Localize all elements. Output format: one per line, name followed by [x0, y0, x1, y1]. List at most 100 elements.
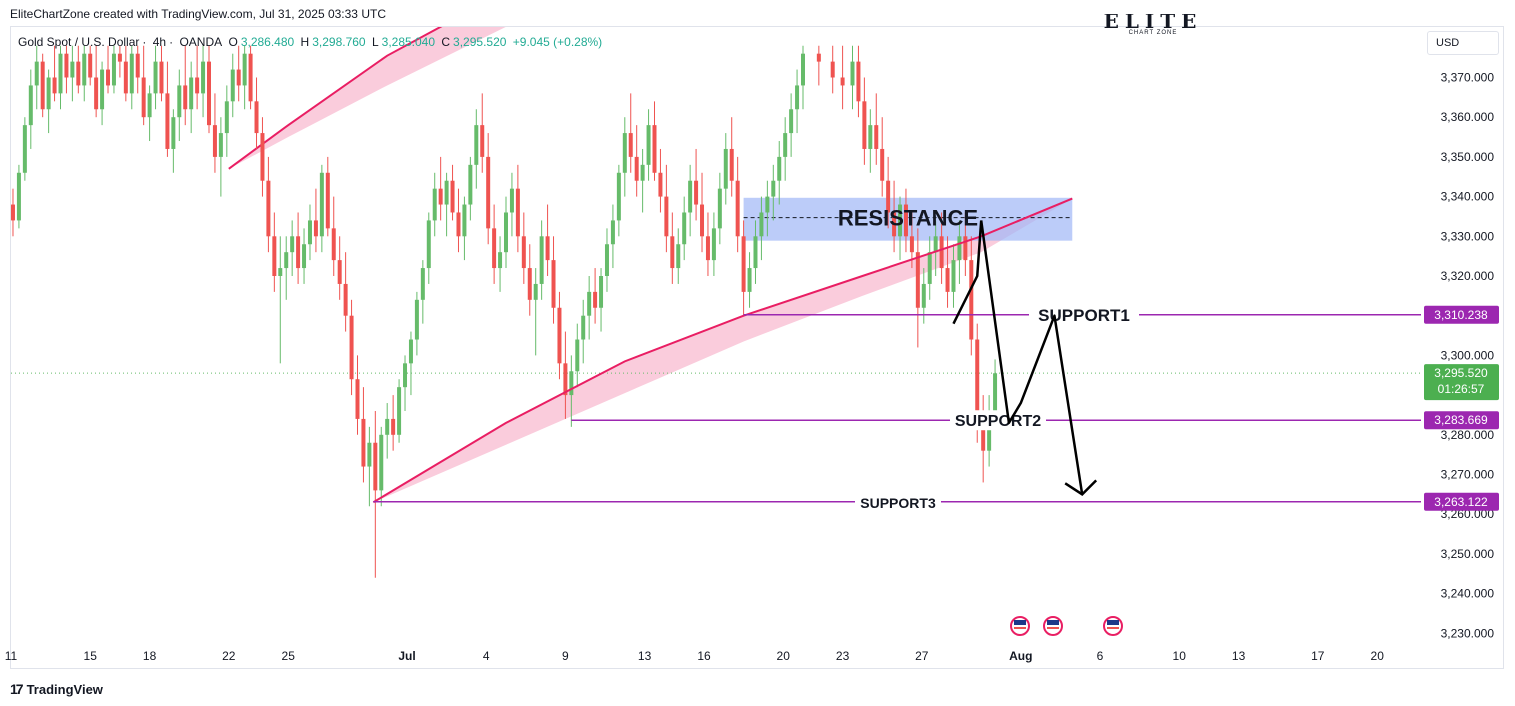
- candle-body-154: [939, 236, 944, 269]
- candle-body-48: [284, 252, 289, 269]
- tradingview-logo-text: TradingView: [26, 681, 103, 697]
- candle-body-79: [468, 164, 473, 205]
- candle-body-44: [260, 133, 265, 181]
- candle-body-42: [248, 53, 253, 102]
- candle-body-81: [480, 125, 485, 157]
- x-tick-10: 20: [777, 649, 791, 663]
- candle-body-90: [533, 283, 538, 300]
- candle-body-136: [816, 53, 821, 62]
- high-label: H: [300, 35, 310, 49]
- support-price-tag-text-2: 3,283.669: [1434, 413, 1488, 427]
- candle-body-71: [420, 268, 425, 300]
- candle-body-99: [587, 291, 592, 316]
- candle-body-142: [868, 125, 873, 149]
- candle-body-32: [189, 77, 194, 110]
- open-label: O: [228, 35, 238, 49]
- candle-body-28: [165, 93, 170, 149]
- support-label-3: SUPPORT3: [860, 495, 936, 511]
- low-value: 3,285.040: [381, 35, 436, 49]
- candle-body-115: [682, 212, 687, 245]
- candle-body-152: [927, 252, 932, 284]
- candle-body-25: [147, 93, 152, 118]
- candle-body-131: [777, 156, 782, 181]
- candle-body-1: [5, 205, 9, 229]
- x-tick-15: 10: [1173, 649, 1187, 663]
- candle-body-3: [16, 172, 21, 221]
- tradingview-mark-icon: 17: [10, 681, 24, 697]
- close-label: C: [441, 35, 451, 49]
- candle-body-153: [933, 236, 938, 253]
- candle-body-30: [177, 85, 182, 118]
- candle-body-57: [337, 260, 342, 284]
- currency-selector[interactable]: USD: [1427, 31, 1499, 55]
- x-tick-1: 15: [84, 649, 98, 663]
- symbol-legend: Gold Spot / U.S. Dollar · 4h · OANDA O 3,28…: [18, 35, 603, 49]
- chart-frame[interactable]: [10, 26, 1504, 669]
- candle-body-149: [909, 236, 914, 253]
- candle-body-148: [903, 204, 908, 237]
- support-label-2: SUPPORT2: [955, 413, 1041, 430]
- tradingview-logo[interactable]: 17 TradingView: [10, 681, 103, 697]
- candle-body-45: [266, 180, 271, 237]
- candle-body-67: [397, 387, 402, 435]
- candle-body-52: [307, 220, 312, 245]
- candle-body-12: [70, 61, 75, 78]
- candle-body-127: [753, 236, 758, 269]
- support-price-tag-1: [1424, 305, 1499, 324]
- candle-body-19: [111, 53, 116, 86]
- candle-body-139: [850, 61, 855, 86]
- support-price-tag-2: [1424, 411, 1499, 430]
- candle-body-141: [862, 101, 867, 149]
- support-label-bg-2: [950, 410, 1046, 431]
- open-value: 3,286.480: [240, 35, 295, 49]
- y-tick-10: 3,250.000: [1441, 547, 1495, 561]
- candle-body-27: [159, 61, 164, 94]
- chart-attribution: EliteChartZone created with TradingView.…: [10, 7, 386, 21]
- support-label-1: SUPPORT1: [1038, 306, 1130, 325]
- y-tick-12: 3,230.000: [1441, 626, 1495, 640]
- candle-body-53: [313, 220, 318, 237]
- candle-body-16: [94, 77, 99, 110]
- y-tick-3: 3,340.000: [1441, 190, 1495, 204]
- x-tick-5: Jul: [398, 649, 415, 663]
- candle-body-62: [367, 442, 372, 467]
- candle-body-157: [957, 236, 962, 261]
- candle-body-135: [801, 53, 805, 86]
- candle-body-103: [610, 220, 615, 245]
- support-price-tag-text-3: 3,263.122: [1434, 495, 1488, 509]
- candle-body-58: [343, 283, 348, 316]
- candle-body-40: [236, 69, 241, 86]
- y-tick-6: 3,300.000: [1441, 348, 1495, 362]
- candle-body-93: [551, 260, 556, 308]
- candle-body-69: [408, 339, 413, 364]
- candle-body-156: [951, 260, 956, 292]
- candle-body-2: [11, 204, 15, 221]
- candle-body-4: [22, 125, 27, 173]
- candle-body-47: [278, 268, 283, 276]
- candle-body-110: [652, 125, 657, 173]
- candle-body-29: [171, 117, 176, 149]
- candle-body-64: [379, 434, 384, 491]
- candle-body-38: [224, 101, 229, 134]
- candle-body-160: [975, 339, 980, 423]
- candle-body-118: [700, 204, 705, 237]
- left-channel-band: [228, 27, 506, 169]
- projection-arrow-path: [979, 220, 1084, 495]
- x-tick-3: 22: [222, 649, 236, 663]
- candle-body-123: [729, 148, 734, 181]
- candle-body-74: [438, 188, 443, 205]
- candle-body-112: [664, 196, 669, 237]
- brand-logo-mark: ELITE: [1103, 14, 1203, 28]
- economic-event-icon-2: [1043, 616, 1063, 636]
- candle-body-133: [789, 109, 794, 134]
- candle-body-60: [355, 379, 360, 419]
- candle-body-87: [515, 188, 520, 237]
- candle-body-97: [575, 339, 580, 372]
- candle-body-26: [153, 61, 158, 94]
- candle-body-63: [373, 442, 378, 491]
- candle-body-91: [539, 236, 544, 284]
- plot-area: SUPPORT1 SUPPORT2 SUPPORT3 RESISTANCE: [5, 27, 1421, 578]
- candle-body-130: [771, 180, 776, 197]
- candle-body-7: [40, 61, 45, 110]
